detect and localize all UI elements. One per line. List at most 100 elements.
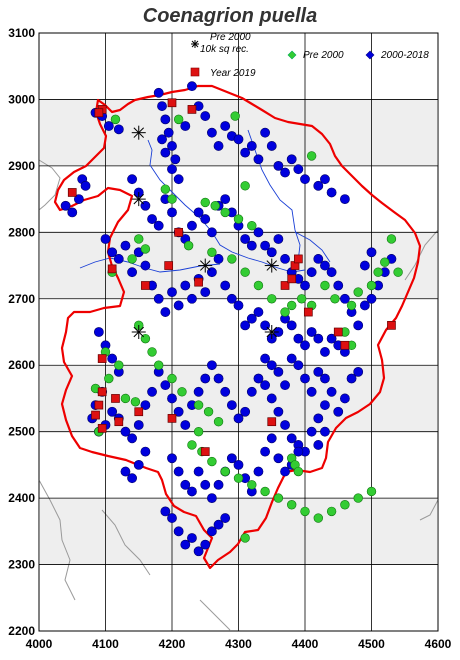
- record-pre-2000: [148, 348, 157, 357]
- record-2000-2018: [320, 427, 329, 436]
- record-2000-2018: [214, 374, 223, 383]
- record-pre-2000: [387, 235, 396, 244]
- record-pre-2000: [234, 474, 243, 483]
- record-2000-2018: [167, 394, 176, 403]
- record-2000-2018: [141, 447, 150, 456]
- record-pre-2000: [114, 361, 123, 370]
- legend-10k-line1: Pre 2000: [210, 32, 251, 43]
- record-pre-2000: [374, 268, 383, 277]
- x-tick-label: 4200: [159, 637, 186, 651]
- red-square-icon: [191, 68, 199, 76]
- record-pre-2000: [341, 500, 350, 509]
- record-pre-2000: [128, 255, 137, 264]
- record-2000-2018: [114, 254, 123, 263]
- record-pre-2000: [204, 407, 213, 416]
- record-2000-2018: [187, 487, 196, 496]
- record-2000-2018: [161, 307, 170, 316]
- record-2000-2018: [334, 281, 343, 290]
- record-2019: [201, 448, 209, 456]
- record-2019: [387, 321, 395, 329]
- record-pre-2000: [208, 248, 217, 257]
- record-2000-2018: [134, 460, 143, 469]
- record-2000-2018: [320, 347, 329, 356]
- record-2000-2018: [221, 387, 230, 396]
- record-2000-2018: [327, 188, 336, 197]
- record-pre-2000: [327, 507, 336, 516]
- legend-recent-label: 2000-2018: [380, 50, 429, 61]
- record-2000-2018: [334, 407, 343, 416]
- record-2000-2018: [201, 480, 210, 489]
- y-tick-label: 2700: [8, 292, 35, 306]
- record-pre-2000-10k: [265, 259, 279, 273]
- record-2019: [108, 265, 116, 273]
- record-pre-2000: [154, 361, 163, 370]
- record-pre-2000: [354, 494, 363, 503]
- record-2000-2018: [181, 420, 190, 429]
- record-2000-2018: [267, 141, 276, 150]
- record-2000-2018: [267, 434, 276, 443]
- record-pre-2000: [104, 374, 113, 383]
- record-pre-2000: [194, 401, 203, 410]
- record-2000-2018: [121, 241, 130, 250]
- record-2000-2018: [274, 454, 283, 463]
- record-2019: [68, 188, 76, 196]
- record-2000-2018: [187, 221, 196, 230]
- record-2000-2018: [221, 513, 230, 522]
- record-pre-2000: [347, 301, 356, 310]
- record-2000-2018: [187, 533, 196, 542]
- record-pre-2000: [287, 301, 296, 310]
- record-2000-2018: [327, 268, 336, 277]
- record-pre-2000: [221, 208, 230, 217]
- record-2000-2018: [187, 294, 196, 303]
- record-pre-2000: [121, 394, 130, 403]
- record-2000-2018: [181, 121, 190, 130]
- record-2000-2018: [214, 254, 223, 263]
- record-pre-2000: [227, 255, 236, 264]
- record-pre-2000: [134, 235, 143, 244]
- record-2000-2018: [247, 141, 256, 150]
- record-2000-2018: [128, 474, 137, 483]
- record-2000-2018: [214, 480, 223, 489]
- record-2000-2018: [320, 400, 329, 409]
- record-pre-2000: [194, 427, 203, 436]
- record-2019: [304, 308, 312, 316]
- record-pre-2000: [168, 195, 177, 204]
- record-2019: [115, 418, 123, 426]
- record-2000-2018: [104, 121, 113, 130]
- record-2000-2018: [227, 400, 236, 409]
- record-2000-2018: [181, 281, 190, 290]
- record-2000-2018: [174, 467, 183, 476]
- record-2000-2018: [307, 268, 316, 277]
- record-2000-2018: [320, 175, 329, 184]
- record-2000-2018: [234, 301, 243, 310]
- record-2019: [188, 105, 196, 113]
- record-2000-2018: [300, 175, 309, 184]
- record-2019: [95, 401, 103, 409]
- record-pre-2000-10k: [265, 325, 279, 339]
- record-2000-2018: [354, 321, 363, 330]
- record-2000-2018: [221, 195, 230, 204]
- record-2000-2018: [287, 155, 296, 164]
- legend-10k-line2: 10k sq rec.: [200, 44, 249, 55]
- record-2000-2018: [81, 181, 90, 190]
- record-2019: [165, 262, 173, 270]
- y-tick-label: 2600: [8, 358, 35, 372]
- record-2000-2018: [201, 111, 210, 120]
- record-pre-2000-10k: [132, 325, 146, 339]
- record-2000-2018: [161, 115, 170, 124]
- record-2000-2018: [280, 420, 289, 429]
- record-2000-2018: [247, 387, 256, 396]
- x-tick-label: 4000: [26, 637, 53, 651]
- record-pre-2000: [184, 241, 193, 250]
- record-2000-2018: [128, 434, 137, 443]
- record-2000-2018: [294, 165, 303, 174]
- legend-2019-label: Year 2019: [210, 68, 256, 79]
- record-pre-2000: [354, 288, 363, 297]
- record-pre-2000: [211, 201, 220, 210]
- y-tick-label: 2500: [8, 425, 35, 439]
- record-pre-2000: [380, 258, 389, 267]
- record-2019: [111, 394, 119, 402]
- y-tick-label: 2800: [8, 225, 35, 239]
- record-2019: [334, 328, 342, 336]
- record-2000-2018: [314, 414, 323, 423]
